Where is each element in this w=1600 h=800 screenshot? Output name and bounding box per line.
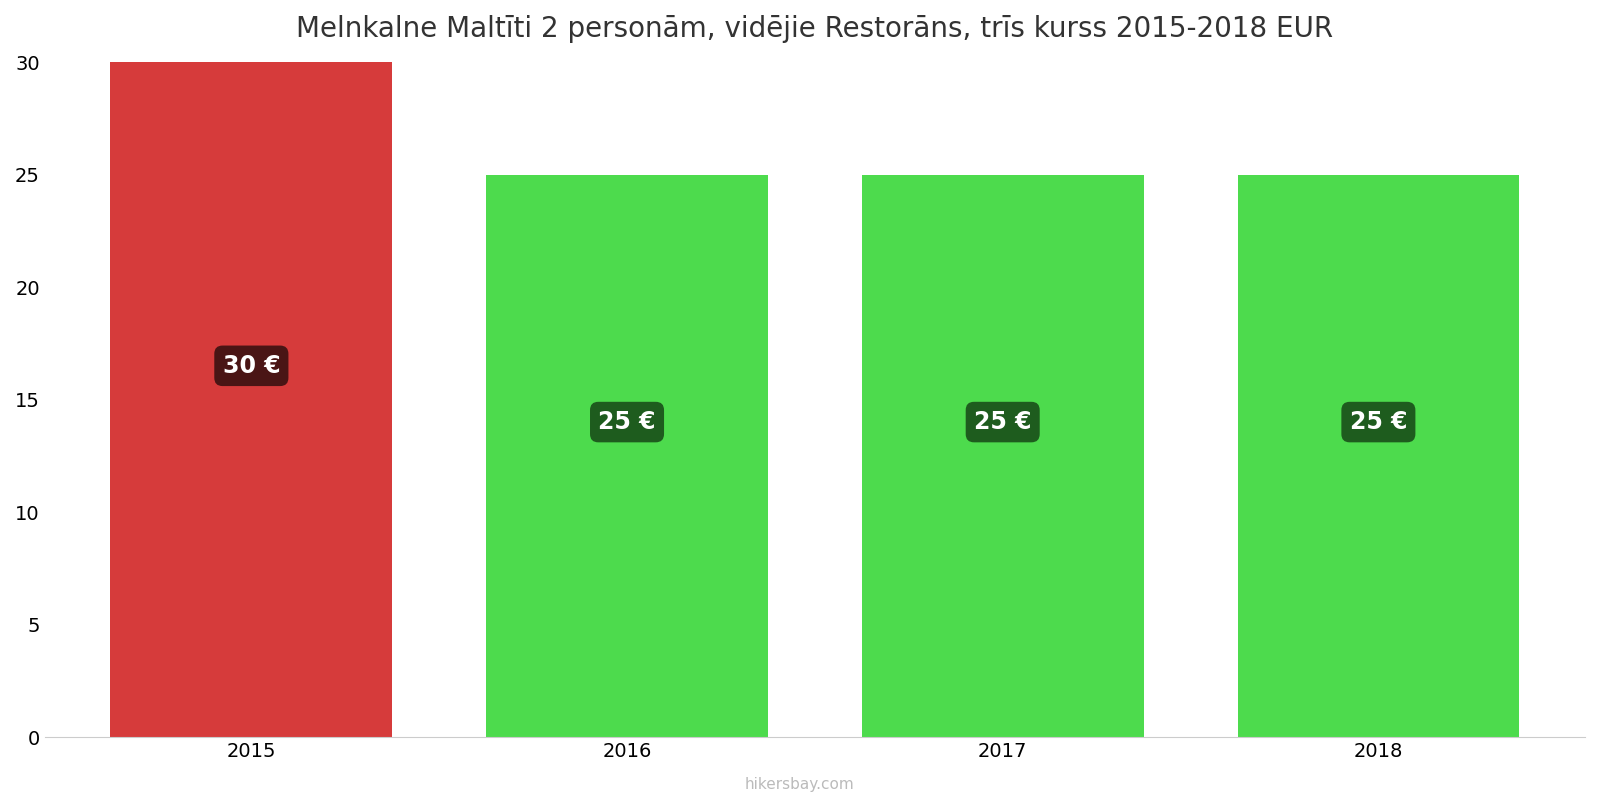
- Bar: [110, 62, 392, 737]
- Text: hikersbay.com: hikersbay.com: [746, 777, 854, 792]
- Title: Melnkalne Maltīti 2 personām, vidējie Restorāns, trīs kurss 2015-2018 EUR: Melnkalne Maltīti 2 personām, vidējie Re…: [296, 15, 1333, 43]
- Bar: [1237, 174, 1520, 737]
- Text: 30 €: 30 €: [222, 354, 280, 378]
- Text: 25 €: 25 €: [974, 410, 1032, 434]
- Bar: [486, 174, 768, 737]
- Text: 25 €: 25 €: [598, 410, 656, 434]
- Bar: [862, 174, 1144, 737]
- Text: 25 €: 25 €: [1350, 410, 1406, 434]
